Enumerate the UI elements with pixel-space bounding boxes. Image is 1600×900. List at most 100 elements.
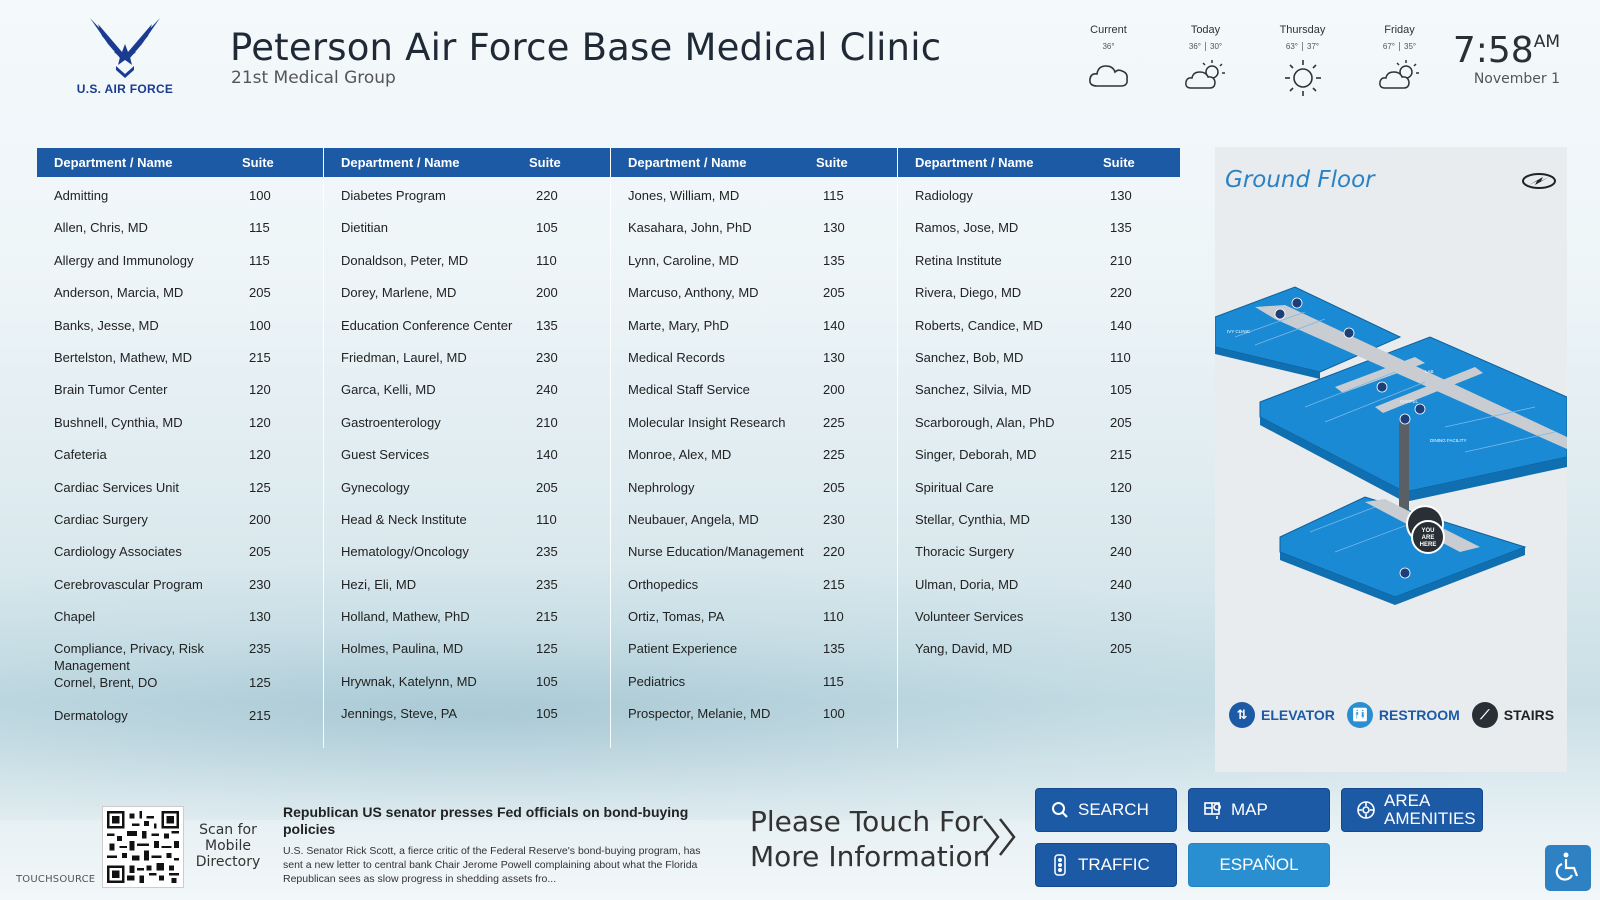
- department-name: Neubauer, Angela, MD: [628, 511, 759, 527]
- directory-row[interactable]: Retina Institute 210: [915, 252, 1180, 284]
- directory-row[interactable]: Garca, Kelli, MD 240: [341, 381, 610, 413]
- department-name: Bushnell, Cynthia, MD: [54, 414, 183, 430]
- directory-row[interactable]: Holland, Mathew, PhD 215: [341, 608, 610, 640]
- directory-row[interactable]: Thoracic Surgery 240: [915, 543, 1180, 575]
- directory-row[interactable]: Cafeteria 120: [54, 446, 323, 478]
- directory-row[interactable]: Donaldson, Peter, MD 110: [341, 252, 610, 284]
- directory-row[interactable]: Compliance, Privacy, Risk Management 235: [54, 640, 323, 674]
- directory-row[interactable]: Bertelston, Mathew, MD 215: [54, 349, 323, 381]
- suite-number: 135: [536, 317, 558, 333]
- directory-row[interactable]: Friedman, Laurel, MD 230: [341, 349, 610, 381]
- directory-row[interactable]: Holmes, Paulina, MD 125: [341, 640, 610, 672]
- directory-row[interactable]: Dermatology 215: [54, 707, 323, 739]
- directory-row[interactable]: Hematology/Oncology 235: [341, 543, 610, 575]
- accessibility-button[interactable]: [1545, 845, 1591, 891]
- area-amenities-button[interactable]: AREA AMENITIES: [1341, 788, 1483, 832]
- directory-row[interactable]: Prospector, Melanie, MD 100: [628, 705, 897, 737]
- directory-row[interactable]: Banks, Jesse, MD 100: [54, 317, 323, 349]
- suite-number: 240: [536, 382, 558, 398]
- directory-row[interactable]: Rivera, Diego, MD 220: [915, 284, 1180, 316]
- suite-number: 125: [249, 479, 271, 495]
- directory-row[interactable]: Gynecology 205: [341, 479, 610, 511]
- directory-row[interactable]: Marte, Mary, PhD 140: [628, 317, 897, 349]
- directory-row[interactable]: Admitting 100: [54, 187, 323, 219]
- directory-row[interactable]: Sanchez, Silvia, MD 105: [915, 381, 1180, 413]
- search-button[interactable]: SEARCH: [1035, 788, 1177, 832]
- department-name: Scarborough, Alan, PhD: [915, 414, 1055, 430]
- directory-row[interactable]: Cardiac Services Unit 125: [54, 479, 323, 511]
- suite-number: 110: [1110, 349, 1131, 365]
- directory-row[interactable]: Dietitian 105: [341, 219, 610, 251]
- suite-number: 215: [823, 576, 845, 592]
- directory-row[interactable]: Nephrology 205: [628, 479, 897, 511]
- map-label-lab: LAB: [1425, 369, 1434, 374]
- map-button[interactable]: MAP: [1188, 788, 1330, 832]
- department-name: Jones, William, MD: [628, 188, 740, 203]
- elevator-marker-icon: [1399, 567, 1411, 579]
- suite-number: 205: [1110, 641, 1132, 657]
- directory-row[interactable]: Patient Experience 135: [628, 640, 897, 672]
- elevator-marker-icon: [1399, 413, 1411, 425]
- directory-row[interactable]: Gastroenterology 210: [341, 414, 610, 446]
- suite-number: 105: [1110, 382, 1132, 398]
- directory-row[interactable]: Anderson, Marcia, MD 205: [54, 284, 323, 316]
- suite-number: 120: [249, 414, 271, 430]
- directory-row[interactable]: Medical Records 130: [628, 349, 897, 381]
- directory-row[interactable]: Allen, Chris, MD 115: [54, 219, 323, 251]
- traffic-button[interactable]: TRAFFIC: [1035, 843, 1177, 887]
- directory-row[interactable]: Cerebrovascular Program 230: [54, 576, 323, 608]
- directory-column: Department / Name Suite Admitting 100 Allen…: [37, 148, 324, 748]
- department-name: Nephrology: [628, 479, 695, 495]
- directory-row[interactable]: Education Conference Center 135: [341, 317, 610, 349]
- directory-row[interactable]: Dorey, Marlene, MD 200: [341, 284, 610, 316]
- directory-row[interactable]: Scarborough, Alan, PhD 205: [915, 414, 1180, 446]
- directory-row[interactable]: Brain Tumor Center 120: [54, 381, 323, 413]
- directory-row[interactable]: Guest Services 140: [341, 446, 610, 478]
- department-name: Prospector, Melanie, MD: [628, 706, 771, 722]
- directory-row[interactable]: Spiritual Care 120: [915, 479, 1180, 511]
- directory-row[interactable]: Roberts, Candice, MD 140: [915, 317, 1180, 349]
- directory-row[interactable]: Pediatrics 115: [628, 673, 897, 705]
- directory-row[interactable]: Ramos, Jose, MD 135: [915, 219, 1180, 251]
- directory-row[interactable]: Hrywnak, Katelynn, MD 105: [341, 673, 610, 705]
- directory-row[interactable]: Jennings, Steve, PA 105: [341, 705, 610, 737]
- directory-row[interactable]: Bushnell, Cynthia, MD 120: [54, 414, 323, 446]
- directory-row[interactable]: Cornel, Brent, DO 125: [54, 674, 323, 706]
- directory-row[interactable]: Yang, David, MD 205: [915, 640, 1180, 672]
- department-name: Cardiac Surgery: [54, 511, 148, 527]
- directory-row[interactable]: Head & Neck Institute 110: [341, 511, 610, 543]
- directory-row[interactable]: Neubauer, Angela, MD 230: [628, 511, 897, 543]
- directory-row[interactable]: Stellar, Cynthia, MD 130: [915, 511, 1180, 543]
- directory-row[interactable]: Marcuso, Anthony, MD 205: [628, 284, 897, 316]
- directory-row[interactable]: Chapel 130: [54, 608, 323, 640]
- directory-row[interactable]: Molecular Insight Research 225: [628, 414, 897, 446]
- suite-number: 100: [249, 317, 271, 333]
- weather-thursday: Thursday 63° 37°: [1254, 24, 1351, 96]
- directory-row[interactable]: Allergy and Immunology 115: [54, 252, 323, 284]
- directory-row[interactable]: Lynn, Caroline, MD 135: [628, 252, 897, 284]
- directory-row[interactable]: Orthopedics 215: [628, 576, 897, 608]
- directory-row[interactable]: Monroe, Alex, MD 225: [628, 446, 897, 478]
- directory-row[interactable]: Kasahara, John, PhD 130: [628, 219, 897, 251]
- directory-row[interactable]: Jones, William, MD 115: [628, 187, 897, 219]
- floor-map-panel[interactable]: Ground Floor IVY CLINIC LAB CHAPEL: [1215, 147, 1567, 772]
- directory-row[interactable]: Hezi, Eli, MD 235: [341, 576, 610, 608]
- department-name: Chapel: [54, 609, 96, 625]
- directory-row[interactable]: Volunteer Services 130: [915, 608, 1180, 640]
- suite-number: 130: [823, 349, 845, 365]
- directory-row[interactable]: Medical Staff Service 200: [628, 381, 897, 413]
- directory-row[interactable]: Ortiz, Tomas, PA 110: [628, 608, 897, 640]
- directory-row[interactable]: Radiology 130: [915, 187, 1180, 219]
- floor-map[interactable]: IVY CLINIC LAB CHAPEL DINING FACILITY YO…: [1215, 277, 1567, 617]
- directory-row[interactable]: Singer, Deborah, MD 215: [915, 446, 1180, 478]
- directory-row[interactable]: Cardiac Surgery 200: [54, 511, 323, 543]
- compass-icon[interactable]: [1521, 171, 1557, 196]
- espanol-button[interactable]: ESPAÑOL: [1188, 843, 1330, 887]
- directory-row[interactable]: Diabetes Program 220: [341, 187, 610, 219]
- directory-row[interactable]: Nurse Education/Management 220: [628, 543, 897, 575]
- directory-row[interactable]: Sanchez, Bob, MD 110: [915, 349, 1180, 381]
- directory-row[interactable]: Cardiology Associates 205: [54, 543, 323, 575]
- suite-number: 115: [249, 220, 270, 236]
- directory-row[interactable]: Ulman, Doria, MD 240: [915, 576, 1180, 608]
- suite-number: 105: [536, 220, 558, 236]
